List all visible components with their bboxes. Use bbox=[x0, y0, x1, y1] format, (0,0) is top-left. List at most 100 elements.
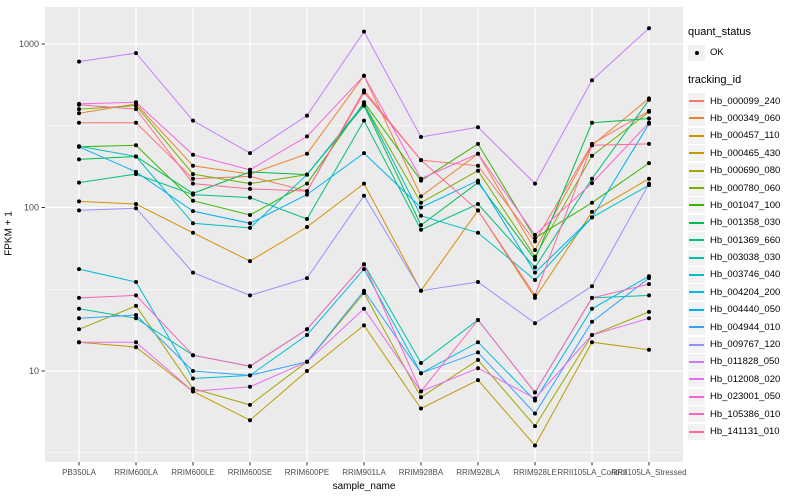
y-tick-label: 1000 bbox=[19, 39, 39, 49]
data-point bbox=[590, 215, 594, 220]
legend-item-Hb_009767_120: Hb_009767_120 bbox=[688, 336, 800, 353]
data-point bbox=[533, 278, 537, 282]
y-axis-title: FPKM + 1 bbox=[3, 211, 15, 256]
data-point bbox=[590, 306, 594, 311]
data-point bbox=[134, 100, 138, 105]
data-point bbox=[590, 340, 594, 345]
data-point bbox=[590, 295, 594, 300]
data-point bbox=[419, 223, 423, 228]
data-point bbox=[533, 236, 537, 241]
data-point bbox=[590, 176, 594, 181]
legend-item-label: OK bbox=[710, 47, 724, 59]
x-tick-label: RRII105LA_Stressed bbox=[611, 468, 686, 477]
line-swatch-icon bbox=[689, 360, 704, 363]
data-point bbox=[362, 181, 366, 186]
data-point bbox=[305, 333, 309, 337]
legend-tracking-rows: Hb_000099_240 Hb_000349_060 Hb_000457_110 H… bbox=[688, 92, 800, 440]
data-point bbox=[647, 109, 651, 114]
data-point bbox=[419, 361, 423, 365]
data-point bbox=[362, 88, 366, 93]
x-tick-label: RRIM901LA bbox=[342, 468, 386, 477]
data-point bbox=[362, 151, 366, 156]
legend-item-label: Hb_141131_010 bbox=[710, 426, 780, 437]
data-point bbox=[305, 134, 309, 139]
data-point bbox=[362, 193, 366, 198]
data-point bbox=[191, 376, 195, 381]
data-point bbox=[476, 340, 480, 345]
data-point bbox=[362, 323, 366, 328]
legend-tracking-id: tracking_id Hb_000099_240 Hb_000349_060 Hb… bbox=[688, 74, 800, 440]
data-point bbox=[590, 319, 594, 324]
data-point bbox=[362, 306, 366, 311]
x-tick-label: RRII105LA_Control bbox=[557, 468, 627, 477]
legend-item-Hb_000465_430: Hb_000465_430 bbox=[688, 145, 800, 162]
data-point bbox=[590, 209, 594, 214]
data-point bbox=[419, 158, 423, 163]
data-point bbox=[419, 213, 423, 218]
x-tick-label: RRIM600SE bbox=[228, 468, 272, 477]
data-point bbox=[533, 257, 537, 262]
data-point bbox=[248, 167, 252, 172]
data-point bbox=[305, 192, 309, 197]
data-point bbox=[476, 141, 480, 146]
data-point bbox=[134, 202, 138, 206]
data-point bbox=[305, 172, 309, 177]
data-point bbox=[590, 78, 594, 83]
legend-item-label: Hb_000349_060 bbox=[710, 112, 781, 124]
line-swatch-icon bbox=[689, 378, 704, 381]
data-point bbox=[134, 107, 138, 112]
legend-item-label: Hb_003038_030 bbox=[710, 252, 781, 264]
data-point bbox=[419, 389, 423, 394]
legend-item-Hb_141131_010: Hb_141131_010 bbox=[688, 423, 800, 440]
data-point bbox=[590, 120, 594, 125]
line-swatch-icon bbox=[689, 204, 704, 207]
data-point bbox=[305, 181, 309, 186]
data-point bbox=[533, 232, 537, 237]
data-point bbox=[134, 143, 138, 148]
data-point bbox=[362, 101, 366, 106]
data-point bbox=[590, 284, 594, 289]
data-point bbox=[191, 176, 195, 181]
legend-item-label: Hb_003746_040 bbox=[710, 269, 781, 281]
data-point bbox=[77, 107, 81, 112]
legend-item-label: Hb_009767_120 bbox=[710, 339, 781, 351]
data-point bbox=[419, 406, 423, 411]
data-point bbox=[533, 411, 537, 416]
data-point bbox=[533, 443, 537, 448]
data-point bbox=[248, 221, 252, 226]
data-point bbox=[476, 350, 480, 355]
data-point bbox=[533, 254, 537, 259]
legend-quant-status: quant_status OK bbox=[688, 26, 800, 61]
data-point bbox=[191, 270, 195, 275]
legend: quant_status OK tracking_id Hb_000099_24… bbox=[688, 26, 800, 453]
data-point bbox=[77, 267, 81, 272]
data-point bbox=[476, 202, 480, 206]
data-point bbox=[362, 288, 366, 293]
legend-item-label: Hb_004440_050 bbox=[710, 304, 781, 316]
data-point bbox=[647, 181, 651, 186]
data-point bbox=[362, 262, 366, 267]
legend-item-Hb_001358_030: Hb_001358_030 bbox=[688, 214, 800, 231]
legend-item-Hb_000780_060: Hb_000780_060 bbox=[688, 179, 800, 197]
legend-key-box bbox=[688, 406, 705, 423]
data-point bbox=[134, 206, 138, 211]
legend-key-box bbox=[688, 110, 705, 127]
legend-item-Hb_000690_080: Hb_000690_080 bbox=[688, 162, 800, 179]
data-point bbox=[191, 163, 195, 168]
data-point bbox=[533, 265, 537, 270]
data-point bbox=[647, 97, 651, 102]
data-point bbox=[476, 230, 480, 235]
line-swatch-icon bbox=[689, 117, 704, 120]
legend-key-box bbox=[688, 353, 705, 370]
y-tick-label: 10 bbox=[29, 366, 39, 376]
data-point bbox=[248, 364, 252, 369]
data-point bbox=[419, 227, 423, 232]
data-point bbox=[476, 125, 480, 130]
legend-item-Hb_003746_040: Hb_003746_040 bbox=[688, 266, 800, 283]
legend-key-box bbox=[688, 180, 705, 197]
y-tick-label: 100 bbox=[24, 203, 39, 213]
data-point bbox=[248, 418, 252, 423]
line-swatch-icon bbox=[689, 134, 704, 137]
line-swatch-icon bbox=[689, 169, 704, 172]
legend-key-box bbox=[688, 284, 705, 301]
